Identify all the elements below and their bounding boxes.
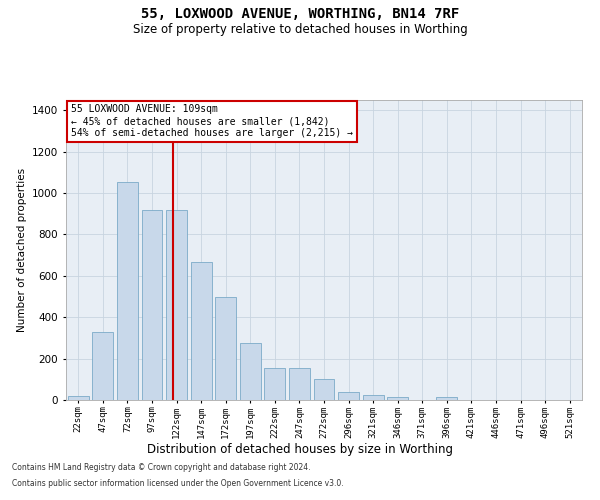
Bar — [362, 396, 383, 400]
Bar — [289, 368, 310, 400]
Bar — [338, 392, 359, 400]
Text: Contains HM Land Registry data © Crown copyright and database right 2024.: Contains HM Land Registry data © Crown c… — [12, 464, 311, 472]
Text: 55, LOXWOOD AVENUE, WORTHING, BN14 7RF: 55, LOXWOOD AVENUE, WORTHING, BN14 7RF — [141, 8, 459, 22]
Text: Contains public sector information licensed under the Open Government Licence v3: Contains public sector information licen… — [12, 478, 344, 488]
Bar — [166, 210, 187, 400]
Text: 55 LOXWOOD AVENUE: 109sqm
← 45% of detached houses are smaller (1,842)
54% of se: 55 LOXWOOD AVENUE: 109sqm ← 45% of detac… — [71, 104, 353, 138]
Bar — [314, 380, 334, 400]
Bar — [117, 182, 138, 400]
Bar — [387, 398, 408, 400]
Bar — [215, 296, 236, 400]
Bar — [68, 396, 89, 400]
Text: Distribution of detached houses by size in Worthing: Distribution of detached houses by size … — [147, 442, 453, 456]
Text: Size of property relative to detached houses in Worthing: Size of property relative to detached ho… — [133, 22, 467, 36]
Bar — [240, 343, 261, 400]
Bar — [92, 332, 113, 400]
Bar — [142, 210, 163, 400]
Bar — [191, 262, 212, 400]
Bar — [265, 368, 286, 400]
Y-axis label: Number of detached properties: Number of detached properties — [17, 168, 26, 332]
Bar — [436, 398, 457, 400]
